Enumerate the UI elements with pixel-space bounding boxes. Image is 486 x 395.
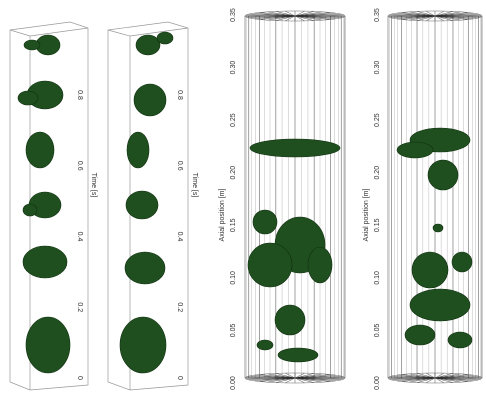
rim-spoke bbox=[245, 14, 345, 18]
rim bbox=[387, 10, 483, 22]
bubble-shape bbox=[119, 316, 167, 374]
bubble-shape bbox=[404, 324, 436, 346]
bubble-shape bbox=[432, 223, 444, 233]
tick-label: 0.25 bbox=[374, 113, 381, 127]
bubble-shape bbox=[22, 203, 38, 217]
bubble-shape bbox=[133, 83, 167, 117]
tick-label: 0.10 bbox=[230, 271, 237, 285]
tick-label: 0 bbox=[76, 376, 83, 380]
bubble-shape bbox=[135, 34, 161, 56]
bubble-shape bbox=[22, 245, 68, 279]
bubble-shape bbox=[125, 190, 159, 220]
tick-label: 0.30 bbox=[374, 61, 381, 75]
tick-label: 0.15 bbox=[230, 218, 237, 232]
axis-title: Axial position [m] bbox=[219, 188, 226, 241]
bubble-shape bbox=[274, 304, 306, 336]
bubble-shape bbox=[409, 288, 471, 322]
tick-label: 0.4 bbox=[76, 232, 83, 242]
tick-label: 0.20 bbox=[230, 166, 237, 180]
tick-label: 0.6 bbox=[76, 161, 83, 171]
tick-label: 0 bbox=[176, 376, 183, 380]
tick-label: 0.8 bbox=[176, 90, 183, 100]
tick-label: 0.20 bbox=[374, 166, 381, 180]
tick-label: 0.35 bbox=[230, 8, 237, 22]
tick-label: 0.8 bbox=[76, 90, 83, 100]
tick-label: 0.15 bbox=[374, 218, 381, 232]
cylinder-frame bbox=[244, 10, 483, 384]
axis-title: Time [s] bbox=[191, 173, 198, 198]
bubble-shape bbox=[156, 31, 174, 45]
bubble-shape bbox=[447, 331, 473, 349]
tick-label: 0.4 bbox=[176, 232, 183, 242]
bubble-shape bbox=[451, 251, 473, 273]
tick-label: 0.35 bbox=[374, 8, 381, 22]
bubble-shape bbox=[427, 159, 459, 191]
bubble-shape bbox=[25, 316, 71, 374]
bubble-shape bbox=[25, 131, 55, 169]
bubble-shape bbox=[307, 246, 333, 284]
tick-label: 0.2 bbox=[176, 302, 183, 312]
bubble-shape bbox=[277, 347, 319, 363]
bubble-shape bbox=[247, 242, 293, 288]
tick-label: 0.00 bbox=[230, 376, 237, 390]
rim-spoke bbox=[245, 376, 345, 380]
axis-title: Axial position [m] bbox=[363, 188, 370, 241]
bubble-shape bbox=[17, 90, 39, 106]
bubble-shape bbox=[249, 138, 341, 158]
bubble-shape bbox=[124, 251, 166, 285]
tick-label: 0.25 bbox=[230, 113, 237, 127]
bubble-shape bbox=[411, 251, 449, 289]
tick-label: 0.10 bbox=[374, 271, 381, 285]
bubble-shape bbox=[252, 209, 278, 235]
axis-title: Time [s] bbox=[90, 173, 97, 198]
tick-label: 0.00 bbox=[374, 376, 381, 390]
tick-label: 0.2 bbox=[76, 302, 83, 312]
rim bbox=[244, 10, 346, 22]
tick-label: 0.30 bbox=[230, 61, 237, 75]
rim bbox=[244, 372, 346, 384]
rim-spoke bbox=[388, 376, 482, 380]
tick-label: 0.05 bbox=[230, 324, 237, 338]
bubble-shape bbox=[23, 39, 41, 51]
tick-label: 0.6 bbox=[176, 161, 183, 171]
tick-label: 0.05 bbox=[374, 324, 381, 338]
bubble-shape bbox=[256, 339, 274, 351]
bubble-shape bbox=[126, 131, 150, 169]
rim bbox=[387, 372, 483, 384]
bubble-shape bbox=[396, 141, 434, 159]
rim-spoke bbox=[388, 14, 482, 18]
